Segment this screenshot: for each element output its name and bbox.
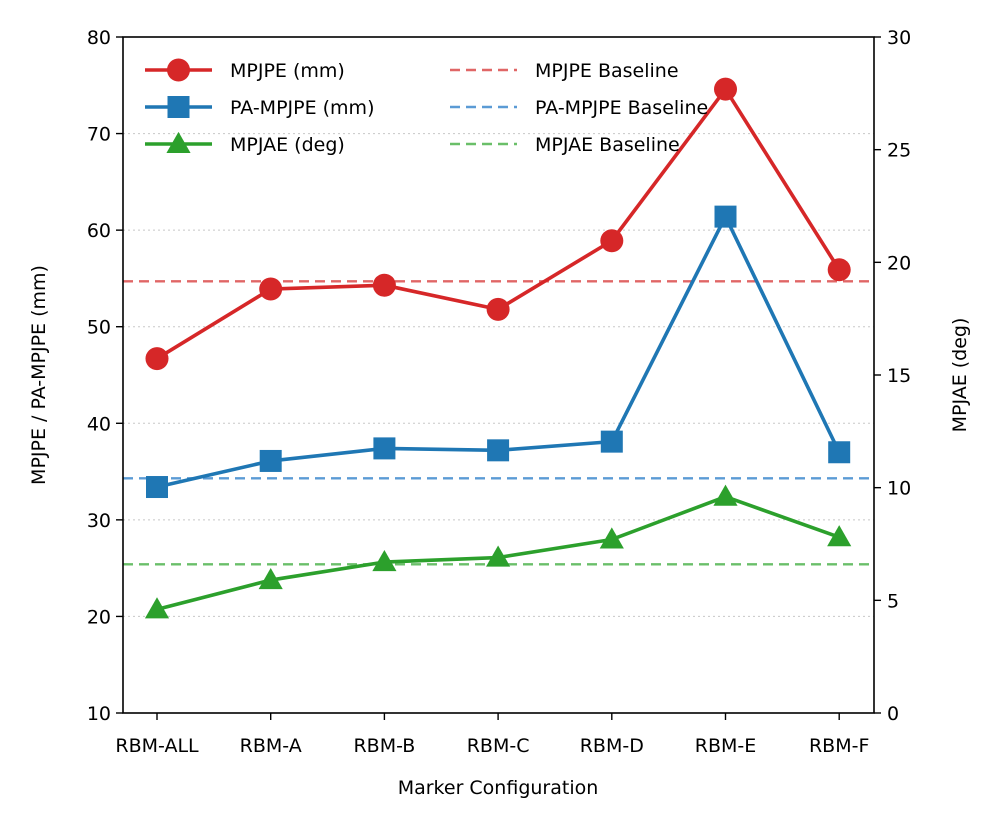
data-point xyxy=(827,258,851,282)
data-point xyxy=(259,449,282,472)
left-tick-label: 10 xyxy=(87,703,111,725)
right-y-axis: 0 5 10 15 20 25 30 xyxy=(874,27,911,725)
right-tick-label: 20 xyxy=(887,252,911,274)
x-tick-label: RBM-F xyxy=(809,735,869,757)
x-tick-label: RBM-B xyxy=(353,735,415,757)
data-point xyxy=(600,430,623,453)
x-tick-label: RBM-D xyxy=(580,735,644,757)
data-point xyxy=(373,437,396,460)
data-point xyxy=(827,525,852,547)
legend: MPJPE (mm) PA-MPJPE (mm) MPJAE (deg) MPJPE … xyxy=(145,58,708,156)
right-tick-label: 5 xyxy=(887,590,899,612)
data-point xyxy=(713,484,738,506)
legend-marker xyxy=(166,131,191,154)
left-tick-label: 50 xyxy=(87,317,111,339)
data-point xyxy=(145,347,169,371)
right-tick-label: 25 xyxy=(887,140,911,162)
data-point xyxy=(372,549,397,572)
left-tick-label: 70 xyxy=(87,124,111,146)
left-y-axis: 10 20 30 40 50 60 70 80 xyxy=(87,27,123,725)
data-point xyxy=(486,545,511,567)
legend-label: MPJPE Baseline xyxy=(535,60,679,82)
data-point xyxy=(258,567,283,590)
legend-marker xyxy=(167,96,190,118)
data-point xyxy=(146,476,168,499)
x-tick-label: RBM-ALL xyxy=(115,735,199,757)
left-tick-label: 30 xyxy=(87,510,111,532)
right-tick-label: 15 xyxy=(887,365,911,387)
legend-label: PA-MPJPE Baseline xyxy=(535,97,708,119)
legend-marker xyxy=(167,58,190,82)
right-y-axis-label: MPJAE (deg) xyxy=(949,318,971,433)
left-tick-label: 20 xyxy=(87,606,111,628)
x-axis: RBM-ALL RBM-A RBM-B RBM-C RBM-D RBM-E RBM-F xyxy=(115,713,869,757)
legend-label: PA-MPJPE (mm) xyxy=(230,97,374,119)
left-tick-label: 80 xyxy=(87,27,111,49)
data-point xyxy=(487,439,510,462)
data-point xyxy=(714,205,737,228)
left-y-axis-label: MPJPE / PA-MPJPE (mm) xyxy=(28,265,50,485)
right-tick-label: 10 xyxy=(887,478,911,500)
data-point xyxy=(486,297,510,321)
data-point xyxy=(372,273,396,297)
series-layer xyxy=(144,77,852,619)
legend-label: MPJAE (deg) xyxy=(230,134,345,156)
x-tick-label: RBM-C xyxy=(467,735,530,757)
data-point xyxy=(259,277,283,301)
x-axis-label: Marker Configuration xyxy=(398,777,599,799)
left-tick-label: 60 xyxy=(87,220,111,242)
grid-layer xyxy=(123,133,874,617)
legend-label: MPJAE Baseline xyxy=(535,134,680,156)
data-point xyxy=(144,597,170,619)
legend-label: MPJPE (mm) xyxy=(230,60,345,82)
left-tick-label: 40 xyxy=(87,413,111,435)
right-tick-label: 0 xyxy=(887,703,899,725)
x-tick-label: RBM-A xyxy=(240,735,302,757)
data-point xyxy=(828,441,851,464)
data-point xyxy=(714,77,737,101)
data-point xyxy=(599,527,624,549)
right-tick-label: 30 xyxy=(887,27,911,49)
x-tick-label: RBM-E xyxy=(695,735,757,757)
data-point xyxy=(600,229,624,253)
